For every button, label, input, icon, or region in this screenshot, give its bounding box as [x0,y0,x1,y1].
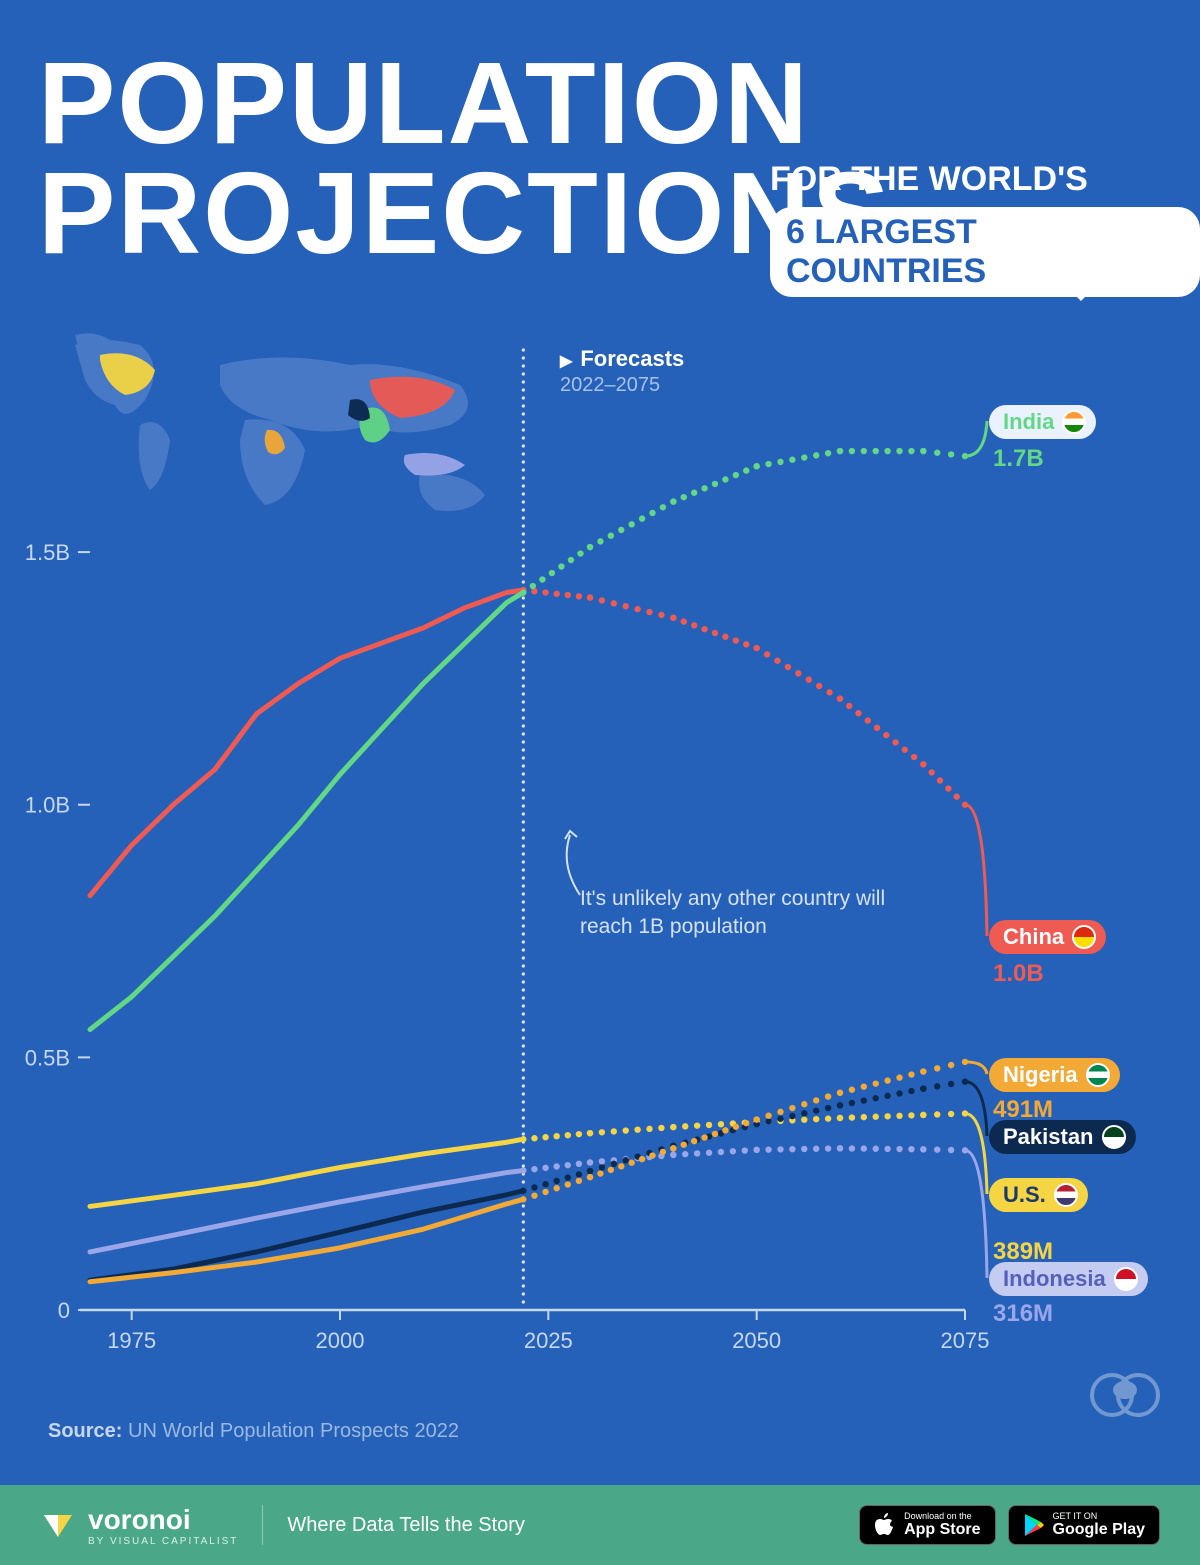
svg-text:1.0B: 1.0B [25,793,70,818]
country-name-pakistan: Pakistan [1003,1124,1094,1150]
svg-text:2050: 2050 [732,1328,781,1353]
brand-name: voronoi [88,1504,238,1536]
footer-divider [262,1505,263,1545]
footer: voronoi BY VISUAL CAPITALIST Where Data … [0,1485,1200,1565]
forecast-label: Forecasts 2022–2075 [560,346,684,397]
country-name-china: China [1003,924,1064,950]
country-value-china: 1.0B [993,960,1044,988]
svg-text:2075: 2075 [941,1328,990,1353]
svg-text:0: 0 [58,1298,70,1323]
country-name-nigeria: Nigeria [1003,1062,1078,1088]
voronoi-logo-icon [40,1507,76,1543]
subtitle-line1: FOR THE WORLD'S [770,160,1200,199]
svg-text:1975: 1975 [107,1328,156,1353]
title-line2: PROJECTIONS [38,158,891,268]
annotation-text: It's unlikely any other country will rea… [580,887,885,938]
page-root: POPULATION PROJECTIONS FOR THE WORLD'S 6… [0,0,1200,1565]
googleplay-button[interactable]: GET IT ON Google Play [1008,1505,1160,1546]
source-line: Source: UN World Population Prospects 20… [48,1420,459,1443]
source-label: Source: [48,1420,122,1442]
googleplay-icon [1023,1513,1045,1537]
brand-sub: BY VISUAL CAPITALIST [88,1536,238,1547]
country-name-india: India [1003,409,1054,435]
appstore-button[interactable]: Download on the App Store [859,1505,995,1546]
play-big: Google Play [1053,1521,1145,1539]
apple-icon [874,1512,896,1538]
footer-tagline: Where Data Tells the Story [287,1514,525,1537]
country-value-indonesia: 316M [993,1300,1053,1328]
svg-text:0.5B: 0.5B [25,1045,70,1070]
chart-area: Forecasts 2022–2075 It's unlikely any ot… [0,340,1200,1390]
svg-text:2025: 2025 [524,1328,573,1353]
country-tag-pakistan: Pakistan [989,1120,1136,1154]
country-tag-india: India [989,405,1096,439]
forecast-title: Forecasts [560,346,684,372]
chart-annotation: It's unlikely any other country will rea… [580,885,920,942]
subtitle-block: FOR THE WORLD'S 6 LARGEST COUNTRIES [770,160,1200,297]
subtitle-pill: 6 LARGEST COUNTRIES [770,207,1200,297]
source-text: UN World Population Prospects 2022 [128,1420,459,1442]
country-name-indonesia: Indonesia [1003,1266,1106,1292]
appstore-small: Download on the [904,1512,980,1521]
watermark-icon [1090,1370,1160,1420]
country-tag-china: China [989,920,1106,954]
line-chart: 1975 2000 2025 2050 2075 0 0.5B 1.0B 1.5B [0,340,1200,1390]
footer-brand: voronoi BY VISUAL CAPITALIST [40,1504,238,1547]
title-block: POPULATION PROJECTIONS [38,48,891,268]
forecast-years: 2022–2075 [560,374,684,397]
country-value-india: 1.7B [993,445,1044,473]
country-name-us: U.S. [1003,1182,1046,1208]
svg-text:2000: 2000 [316,1328,365,1353]
annotation-arrow-icon [540,825,600,905]
country-tag-indonesia: Indonesia [989,1262,1148,1296]
store-badges: Download on the App Store GET IT ON Goog… [859,1505,1160,1546]
country-tag-nigeria: Nigeria [989,1058,1120,1092]
title-line1: POPULATION [38,48,891,158]
svg-text:1.5B: 1.5B [25,540,70,565]
play-small: GET IT ON [1053,1512,1145,1521]
appstore-big: App Store [904,1521,980,1539]
country-tag-us: U.S. [989,1178,1088,1212]
